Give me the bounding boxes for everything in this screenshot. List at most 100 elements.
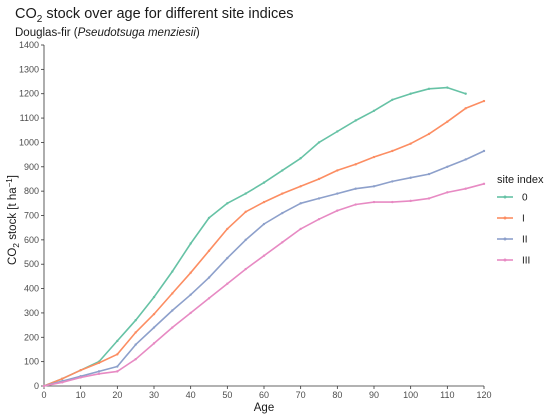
x-tick-label: 120 [476,390,491,400]
data-point-I [317,177,321,181]
data-point-III [372,200,376,204]
y-tick-label: 1300 [19,64,39,74]
data-point-0 [317,141,321,144]
data-point-I [152,312,156,316]
y-tick-label: 500 [24,259,39,269]
legend-label-I: I [522,214,525,225]
y-tick-label: 200 [24,332,39,342]
data-point-I [262,200,266,204]
data-point-0 [427,87,431,91]
x-tick-label: 40 [186,390,196,400]
data-point-0 [464,92,467,95]
y-tick-label: 700 [24,211,39,221]
data-point-III [134,358,137,361]
data-point-0 [299,157,302,160]
data-point-0 [116,339,119,343]
y-axis-title: CO2 stock [t ha−1] [5,175,21,265]
x-tick-label: 100 [403,390,418,400]
data-point-II [244,238,247,242]
data-point-III [281,241,284,244]
data-point-0 [354,119,357,122]
legend-label-0: 0 [522,193,528,204]
x-tick-label: 20 [112,390,122,400]
series-line-III [43,183,485,387]
data-point-II [354,187,357,190]
x-tick-label: 60 [259,390,269,400]
data-point-II [464,158,467,161]
data-point-I [189,271,192,274]
series-line-I [43,100,485,387]
data-point-I [171,292,174,295]
data-point-III [427,197,431,200]
data-point-II [372,185,376,188]
data-point-III [152,342,156,345]
series-line-II [43,150,485,387]
data-point-I [79,368,82,372]
plot-area: 0100200300400500600700800900100011001200… [19,40,492,400]
data-point-I [281,192,284,195]
data-point-0 [226,202,229,205]
data-point-I [97,361,101,365]
data-point-II [207,276,211,279]
x-axis-title: Age [254,402,274,414]
legend-title: site index [497,174,544,186]
data-point-I [427,132,431,136]
data-point-III [244,267,247,271]
data-point-III [299,227,302,231]
data-point-II [446,165,449,168]
x-tick-label: 90 [369,390,379,400]
data-point-I [226,227,229,231]
data-point-I [61,377,64,380]
data-point-III [116,370,119,373]
data-point-III [317,217,321,221]
legend-key-point [503,195,507,199]
data-point-I [354,163,357,166]
data-point-III [336,209,339,212]
data-point-II [152,326,156,329]
data-point-II [299,202,302,205]
data-point-0 [409,92,412,95]
data-point-III [189,311,192,315]
data-point-III [79,376,82,379]
data-point-II [116,365,119,368]
y-tick-label: 1100 [20,113,39,123]
chart-title: CO2 stock over age for different site in… [15,6,294,25]
data-point-I [482,99,486,103]
data-point-II [482,149,486,153]
data-point-0 [171,270,174,273]
y-tick-label: 300 [24,308,39,318]
data-point-II [391,180,394,183]
data-point-0 [189,242,192,245]
data-point-I [446,120,449,123]
data-point-I [244,210,247,214]
data-point-0 [134,319,137,322]
data-point-I [299,185,302,188]
data-point-I [336,169,339,172]
data-point-III [97,372,101,376]
data-point-I [116,353,119,356]
data-point-III [171,326,174,329]
data-point-II [189,293,192,296]
data-point-0 [281,169,284,172]
x-tick-label: 50 [222,390,232,400]
data-point-II [409,176,412,179]
y-tick-label: 1400 [19,40,39,50]
data-point-III [482,182,486,186]
data-point-II [262,222,266,226]
y-tick-label: 1000 [19,137,39,147]
data-point-III [446,191,449,194]
data-point-III [391,200,394,204]
data-point-II [134,343,137,346]
y-tick-label: 400 [24,284,39,294]
data-point-I [207,249,211,253]
legend-key-point [503,216,507,220]
legend-key-point [503,258,507,262]
x-tick-label: 10 [76,390,86,400]
y-tick-label: 800 [24,186,39,196]
data-point-II [427,172,431,176]
data-point-III [464,187,467,190]
x-tick-label: 110 [440,390,454,400]
series-line-0 [43,86,466,387]
data-point-III [42,384,46,388]
